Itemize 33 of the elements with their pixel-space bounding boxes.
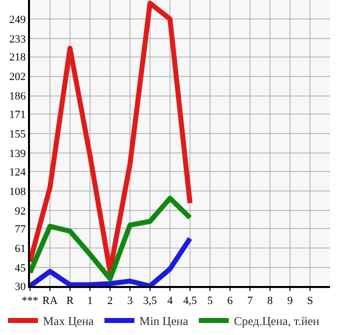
y-tick-label: 218 — [9, 52, 26, 64]
x-tick-label: 6 — [227, 295, 234, 308]
y-tick-label: 233 — [9, 33, 26, 46]
y-tick-label: 45 — [14, 262, 26, 275]
y-tick-label: 124 — [9, 166, 26, 178]
y-tick-label: 77 — [14, 224, 26, 236]
x-tick-label: 1 — [87, 295, 93, 308]
x-tick-label: 3 — [127, 295, 134, 308]
x-tick-label: 4 — [167, 295, 174, 308]
x-tick-label: S — [306, 295, 314, 308]
x-tick-label: 7 — [247, 295, 254, 308]
y-tick-label: 186 — [9, 90, 26, 103]
x-tick-label: 2 — [107, 295, 113, 308]
x-tick-label: 9 — [287, 295, 294, 308]
y-tick-label: 171 — [9, 108, 26, 121]
y-tick-label: 61 — [14, 243, 26, 256]
x-tick-label: 8 — [267, 295, 274, 308]
legend-label: Сред.Цена, т.йен — [234, 314, 320, 328]
y-tick-label: 155 — [9, 128, 26, 140]
legend-label: Max Цена — [43, 314, 94, 328]
y-tick-label: 202 — [9, 71, 26, 84]
y-tick-label: 108 — [9, 186, 26, 198]
x-tick-label: 4,5 — [183, 295, 198, 308]
x-tick-label: *** — [22, 295, 38, 308]
y-tick-label: 139 — [9, 148, 26, 160]
y-tick-label: 92 — [14, 205, 26, 218]
legend-label: Min Цена — [139, 314, 189, 328]
x-tick-label: 5 — [207, 295, 214, 308]
x-tick-label: 3,5 — [143, 295, 158, 308]
y-tick-label: 249 — [9, 14, 26, 26]
x-tick-label: RA — [42, 295, 58, 308]
x-tick-label: R — [66, 295, 74, 308]
y-tick-label: 30 — [14, 280, 26, 293]
